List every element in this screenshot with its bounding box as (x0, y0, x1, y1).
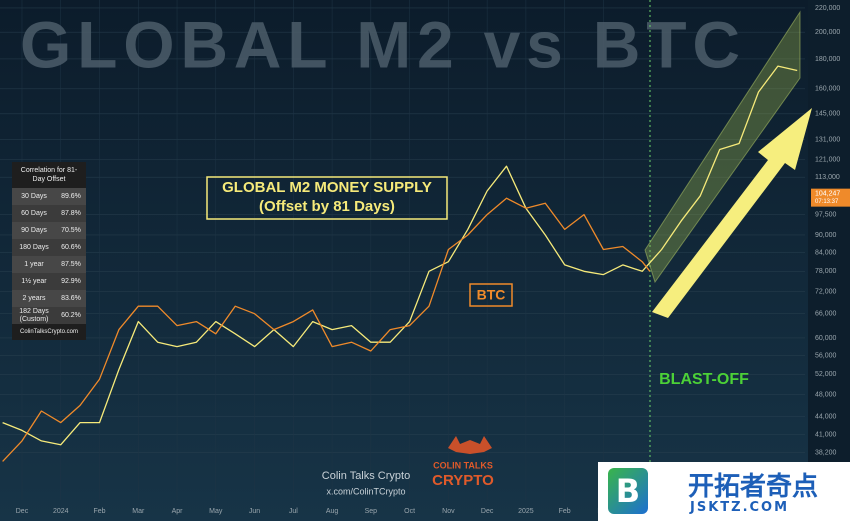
y-tick-label: 72,000 (815, 288, 837, 295)
author: Colin Talks Crypto (322, 470, 410, 482)
chart-title: GLOBAL M2 vs BTC (20, 7, 740, 81)
x-tick-label: 2025 (518, 508, 534, 515)
handle: x.com/ColinTCrypto (326, 486, 405, 496)
series-line (2, 65, 798, 446)
table-value: 87.5% (61, 261, 81, 268)
y-tick-label: 97,500 (815, 211, 837, 218)
table-period: 1½ year (21, 277, 47, 285)
watermark: B 开拓者奇点 JSKTZ.COM (598, 462, 850, 521)
table-row: 30 Days 89.6% (12, 188, 86, 205)
table-row: 180 Days 60.6% (12, 239, 86, 256)
y-tick-label: 48,000 (815, 391, 837, 398)
y-tick-label: 220,000 (815, 5, 840, 12)
correlation-table: Correlation for 81-Day Offset 30 Days 89.… (12, 162, 86, 340)
y-tick-label: 113,000 (815, 174, 840, 181)
x-tick-label: Aug (326, 508, 339, 515)
m2-box (206, 176, 448, 220)
y-tick-label: 145,000 (815, 111, 840, 118)
watermark-site: JSKTZ.COM (690, 500, 790, 515)
y-tick-label: 180,000 (815, 56, 840, 63)
table-value: 60.6% (61, 244, 81, 251)
logo-bull (448, 436, 492, 454)
btc-box (469, 283, 513, 307)
y-tick-label: 90,000 (815, 232, 837, 239)
x-tick-label: Mar (132, 508, 145, 515)
table-row: 60 Days 87.8% (12, 205, 86, 222)
table-footer: ColinTalksCrypto.com (12, 324, 86, 340)
y-tick-label: 160,000 (815, 86, 840, 93)
table-value: 89.6% (61, 193, 81, 200)
table-title: Correlation for 81-Day Offset (12, 162, 86, 188)
logo-text: CRYPTO (432, 472, 494, 489)
x-tick-label: Dec (16, 508, 29, 515)
table-value: 60.2% (61, 312, 81, 319)
y-tick-label: 60,000 (815, 335, 837, 342)
y-tick-label: 78,000 (815, 268, 837, 275)
y-tick-label: 52,000 (815, 371, 837, 378)
y-tick-label: 56,000 (815, 352, 837, 359)
table-row: 90 Days 70.5% (12, 222, 86, 239)
x-tick-label: Nov (442, 508, 455, 515)
btc-label: BTC (477, 287, 506, 303)
m2-label: GLOBAL M2 MONEY SUPPLY (222, 179, 432, 196)
y-tick-label: 121,000 (815, 157, 840, 164)
table-row: 1 year 87.5% (12, 256, 86, 273)
table-value: 70.5% (61, 227, 81, 234)
x-tick-label: Jun (249, 508, 260, 515)
x-tick-label: Feb (559, 508, 571, 515)
table-row: 182 Days (Custom) 60.2% (12, 307, 86, 324)
blast-off: BLAST-OFF (659, 371, 749, 388)
axis-panel (808, 0, 850, 521)
arrow (652, 108, 812, 318)
watermark-name: 开拓者奇点 (688, 472, 819, 502)
table-row: 1½ year 92.9% (12, 273, 86, 290)
x-tick-label: Dec (481, 508, 494, 515)
channel (644, 10, 801, 284)
watermark-icon: B (608, 468, 648, 514)
y-tick-label: 131,000 (815, 136, 840, 143)
x-tick-label: Feb (93, 508, 105, 515)
y-tick-label: 66,000 (815, 311, 837, 318)
table-value: 87.8% (61, 210, 81, 217)
table-value: 92.9% (61, 278, 81, 285)
price-tag-label: 104,247 (815, 190, 840, 197)
table-period: 182 Days (Custom) (19, 307, 49, 323)
y-tick-label: 38,200 (815, 449, 837, 456)
x-tick-label: May (209, 508, 223, 515)
logo-text: COLIN TALKS (433, 460, 493, 470)
table-period: 2 years (22, 294, 46, 302)
x-tick-label: 2024 (53, 508, 69, 515)
table-value: 83.6% (61, 295, 81, 302)
x-tick-label: Jul (289, 508, 298, 515)
table-row: 2 years 83.6% (12, 290, 86, 307)
table-period: 1 year (24, 260, 44, 268)
series-line (2, 197, 651, 462)
price-tag (811, 188, 850, 207)
y-tick-label: 41,000 (815, 432, 837, 439)
table-period: 180 Days (19, 243, 49, 251)
table-period: 90 Days (21, 226, 47, 234)
y-tick-label: 200,000 (815, 29, 840, 36)
table-period: 60 Days (21, 209, 47, 217)
m2-offset: (Offset by 81 Days) (259, 198, 395, 215)
x-tick-label: Oct (404, 508, 415, 515)
table-period: 30 Days (21, 192, 47, 200)
x-tick-label: Apr (172, 508, 184, 515)
y-tick-label: 44,000 (815, 414, 837, 421)
y-tick-label: 84,000 (815, 249, 837, 256)
price-tag-countdown: 07:13:37 (815, 199, 839, 205)
x-tick-label: Sep (365, 508, 378, 515)
